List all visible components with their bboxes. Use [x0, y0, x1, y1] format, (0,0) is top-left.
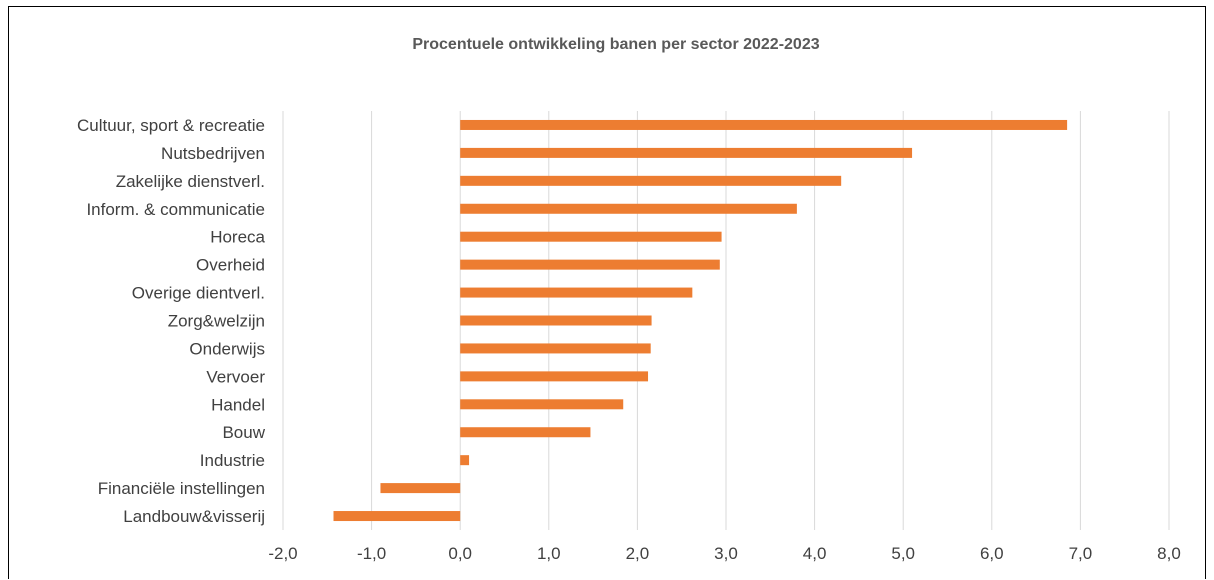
- category-label: Zorg&welzijn: [168, 312, 265, 331]
- category-label: Zakelijke dienstverl.: [116, 172, 265, 191]
- category-label: Landbouw&visserij: [123, 507, 265, 526]
- category-label: Financiële instellingen: [98, 479, 265, 498]
- category-label: Vervoer: [206, 367, 265, 386]
- category-label: Nutsbedrijven: [161, 144, 265, 163]
- x-tick-label: -1,0: [357, 544, 386, 563]
- category-label: Inform. & communicatie: [86, 200, 265, 219]
- x-tick-label: 1,0: [537, 544, 561, 563]
- category-label: Cultuur, sport & recreatie: [77, 116, 265, 135]
- bar: [460, 371, 649, 382]
- chart-title: Procentuele ontwikkeling banen per secto…: [412, 36, 819, 53]
- bar: [460, 343, 651, 354]
- bar: [460, 315, 652, 326]
- category-label: Horeca: [210, 228, 265, 247]
- x-tick-label: 3,0: [714, 544, 738, 563]
- category-label: Overheid: [196, 256, 265, 275]
- category-label: Industrie: [200, 451, 265, 470]
- x-tick-label: 2,0: [626, 544, 650, 563]
- bar: [460, 175, 842, 186]
- category-label: Overige dientverl.: [132, 284, 265, 303]
- bar-chart: Procentuele ontwikkeling banen per secto…: [77, 36, 1181, 563]
- bar: [460, 259, 720, 270]
- x-axis-tick-labels: -2,0 -1,0 0,0 1,0 2,0 3,0 4,0 5,0 6,0 7,0 8,0: [268, 544, 1180, 563]
- bar: [460, 203, 797, 214]
- x-tick-label: 8,0: [1157, 544, 1181, 563]
- x-tick-label: 5,0: [891, 544, 915, 563]
- bar: [460, 287, 693, 298]
- x-tick-label: -2,0: [268, 544, 297, 563]
- chart-frame: Procentuele ontwikkeling banen per secto…: [8, 6, 1206, 579]
- bar: [460, 427, 591, 438]
- bar: [460, 119, 1068, 130]
- bar: [460, 231, 722, 242]
- category-label: Handel: [211, 395, 265, 414]
- x-tick-label: 7,0: [1069, 544, 1093, 563]
- x-tick-label: 4,0: [803, 544, 827, 563]
- bar: [333, 511, 461, 522]
- category-labels: Cultuur, sport & recreatie Nutsbedrijven Z…: [77, 116, 266, 526]
- category-label: Onderwijs: [189, 339, 265, 358]
- category-label: Bouw: [222, 423, 265, 442]
- gridlines: [282, 111, 1170, 530]
- bar: [460, 147, 913, 158]
- bars: [333, 119, 1068, 522]
- bar: [460, 455, 470, 466]
- x-tick-label: 6,0: [980, 544, 1004, 563]
- bar: [460, 399, 624, 410]
- x-tick-label: 0,0: [448, 544, 472, 563]
- bar: [380, 483, 461, 494]
